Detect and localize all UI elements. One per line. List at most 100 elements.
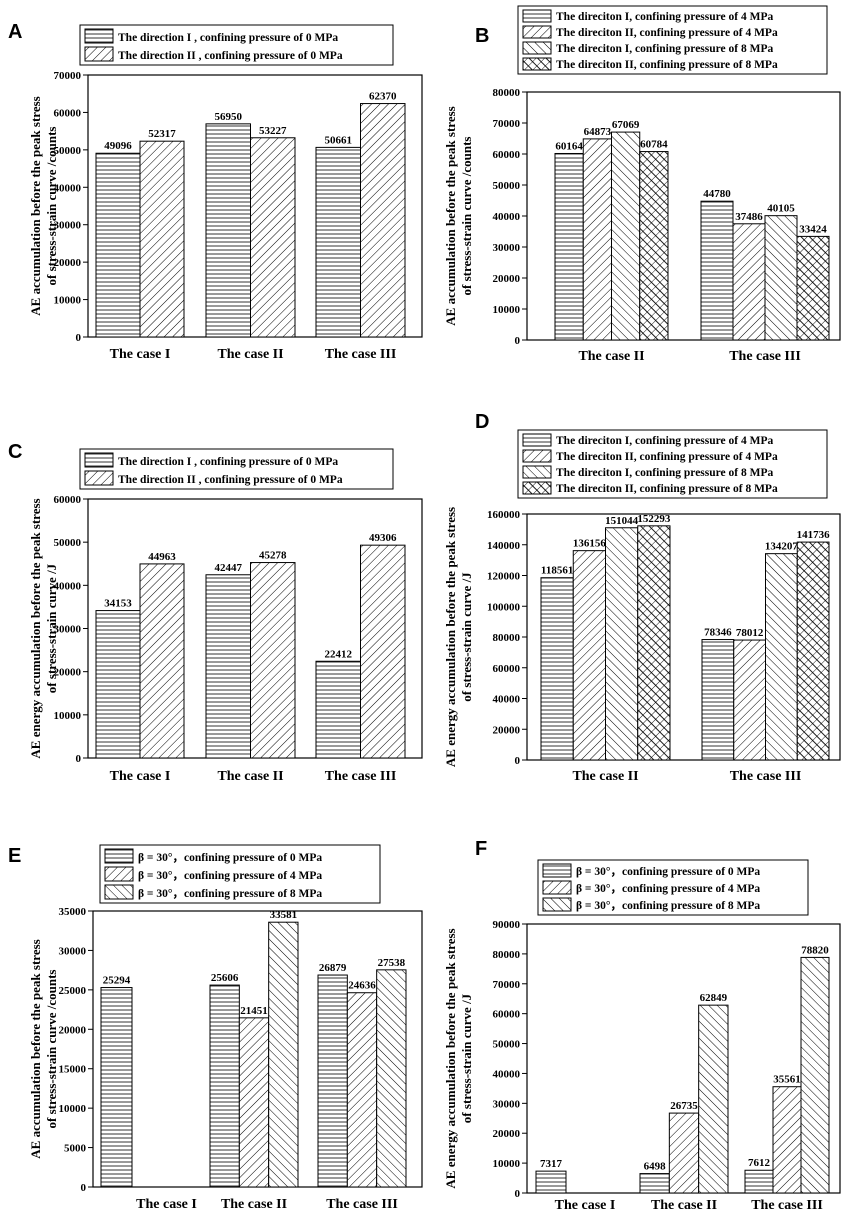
bar: [668, 1112, 700, 1194]
bar-data-label: 52317: [148, 128, 176, 140]
bar-data-label: 44780: [703, 188, 731, 200]
bar: [639, 1173, 670, 1194]
legend-entry: β = 30°，confining pressure of 4 MPa: [576, 883, 760, 895]
bar: [540, 577, 574, 761]
bar: [315, 146, 361, 338]
legend-box: [537, 859, 809, 916]
chart-panel-f: F 0 10000 20000 30000 40000 50000 60000 70000 800…: [443, 838, 841, 1213]
legend-entry: β = 30°，confining pressure of 4 MPa: [138, 870, 322, 882]
bar: [796, 235, 830, 341]
y-tick-label: 30000: [493, 242, 521, 254]
y-tick-label: 100000: [487, 601, 521, 613]
x-tick-label: The case I: [110, 769, 171, 784]
chart-panel-a: A 0 10000 20000 30000 40000 50000 60000 70000 AE …: [8, 21, 423, 362]
y-tick-label: 0: [515, 755, 521, 767]
y-tick-label: 10000: [54, 710, 82, 722]
bar-data-label: 62370: [369, 91, 397, 103]
y-tick-label: 0: [76, 753, 82, 765]
y-tick-label: 40000: [493, 694, 521, 706]
bar-data-label: 118561: [541, 565, 573, 577]
bar: [250, 562, 296, 759]
bar-data-label: 136156: [573, 538, 607, 550]
y-axis-label-line: AE accumulation before the peak stress: [443, 106, 458, 325]
legend-entry: The direciton I, confining pressure of 8…: [556, 43, 773, 55]
bar: [639, 151, 669, 341]
legend-swatch: [522, 481, 552, 495]
bar-data-label: 34153: [104, 598, 132, 610]
x-tick-label: The case III: [325, 347, 397, 362]
y-tick-label: 80000: [493, 632, 521, 644]
bar-data-label: 33424: [799, 223, 827, 235]
y-tick-label: 30000: [54, 220, 82, 232]
x-tick-label: The case I: [555, 1198, 616, 1213]
bar: [205, 574, 251, 759]
legend-box: [517, 429, 828, 499]
y-axis-label: AE accumulation before the peak stressof…: [28, 939, 59, 1158]
y-tick-label: 60000: [493, 1009, 521, 1021]
bar: [205, 123, 251, 338]
bar: [800, 956, 830, 1194]
y-tick-label: 60000: [493, 663, 521, 675]
bar: [732, 223, 766, 341]
y-axis-label: AE energy accumulation before the peak s…: [28, 498, 59, 758]
x-tick-label: The case III: [325, 769, 397, 784]
y-axis-label-line: of stress-strain curve /J: [44, 563, 59, 693]
x-tick-label: The case III: [730, 769, 802, 784]
bar-data-label: 67069: [612, 119, 640, 131]
y-tick-label: 60000: [54, 494, 82, 506]
bar-data-label: 40105: [767, 203, 795, 215]
panel-label: B: [475, 25, 489, 47]
legend-entry: The direciton II, confining pressure of …: [556, 59, 778, 71]
legend-entry: β = 30°，confining pressure of 8 MPa: [576, 900, 760, 912]
y-tick-label: 10000: [54, 295, 82, 307]
bar-data-label: 134207: [765, 541, 799, 553]
y-tick-label: 10000: [493, 1158, 521, 1170]
y-tick-label: 10000: [59, 1103, 87, 1115]
legend-entry: The direction I , confining pressure of …: [118, 456, 338, 468]
bar: [772, 1086, 802, 1194]
legend-entry: β = 30°，confining pressure of 0 MPa: [138, 852, 322, 864]
chart-panel-b: B 0 10000 20000 30000 40000 50000 60000 70000 800…: [443, 5, 841, 364]
bar: [346, 992, 378, 1188]
bar-data-label: 33581: [270, 909, 298, 921]
y-axis-label-line: AE energy accumulation before the peak s…: [443, 928, 458, 1188]
legend-swatch: [84, 452, 114, 468]
x-tick-label: The case II: [221, 1197, 287, 1212]
y-tick-label: 0: [515, 335, 521, 347]
bar-data-label: 49306: [369, 532, 397, 544]
bar-data-label: 60784: [640, 139, 668, 151]
bar-data-label: 152293: [637, 513, 671, 525]
y-tick-label: 70000: [54, 70, 82, 82]
y-tick-label: 160000: [487, 509, 521, 521]
y-tick-label: 0: [515, 1188, 521, 1200]
bar: [733, 639, 766, 761]
x-tick-label: The case I: [136, 1197, 197, 1212]
bar: [100, 987, 133, 1188]
y-tick-label: 50000: [493, 180, 521, 192]
bar: [605, 527, 639, 761]
bar: [95, 610, 141, 759]
legend-swatch: [522, 25, 552, 39]
panel-label: A: [8, 21, 22, 43]
y-axis-label-line: AE accumulation before the peak stress: [28, 939, 43, 1158]
y-tick-label: 30000: [54, 624, 82, 636]
y-tick-label: 50000: [54, 537, 82, 549]
y-axis-label: AE energy accumulation before the peak s…: [443, 928, 474, 1188]
x-tick-label: The case II: [217, 769, 283, 784]
legend-swatch: [542, 880, 572, 895]
y-axis-label-line: of stress-strain curve /counts: [459, 137, 474, 296]
legend-swatch: [522, 57, 552, 71]
panel-label: E: [8, 845, 21, 867]
legend-box: [517, 5, 828, 75]
bar-data-label: 60164: [555, 140, 583, 152]
bar-data-label: 35561: [773, 1074, 801, 1086]
bar-data-label: 78820: [801, 944, 829, 956]
y-tick-label: 20000: [54, 257, 82, 269]
bar: [765, 553, 798, 761]
legend-swatch: [104, 866, 134, 882]
bar-data-label: 37486: [735, 211, 763, 223]
bar: [317, 974, 348, 1188]
legend-swatch: [522, 465, 552, 479]
y-axis-label: AE energy accumulation before the peak s…: [443, 507, 474, 767]
